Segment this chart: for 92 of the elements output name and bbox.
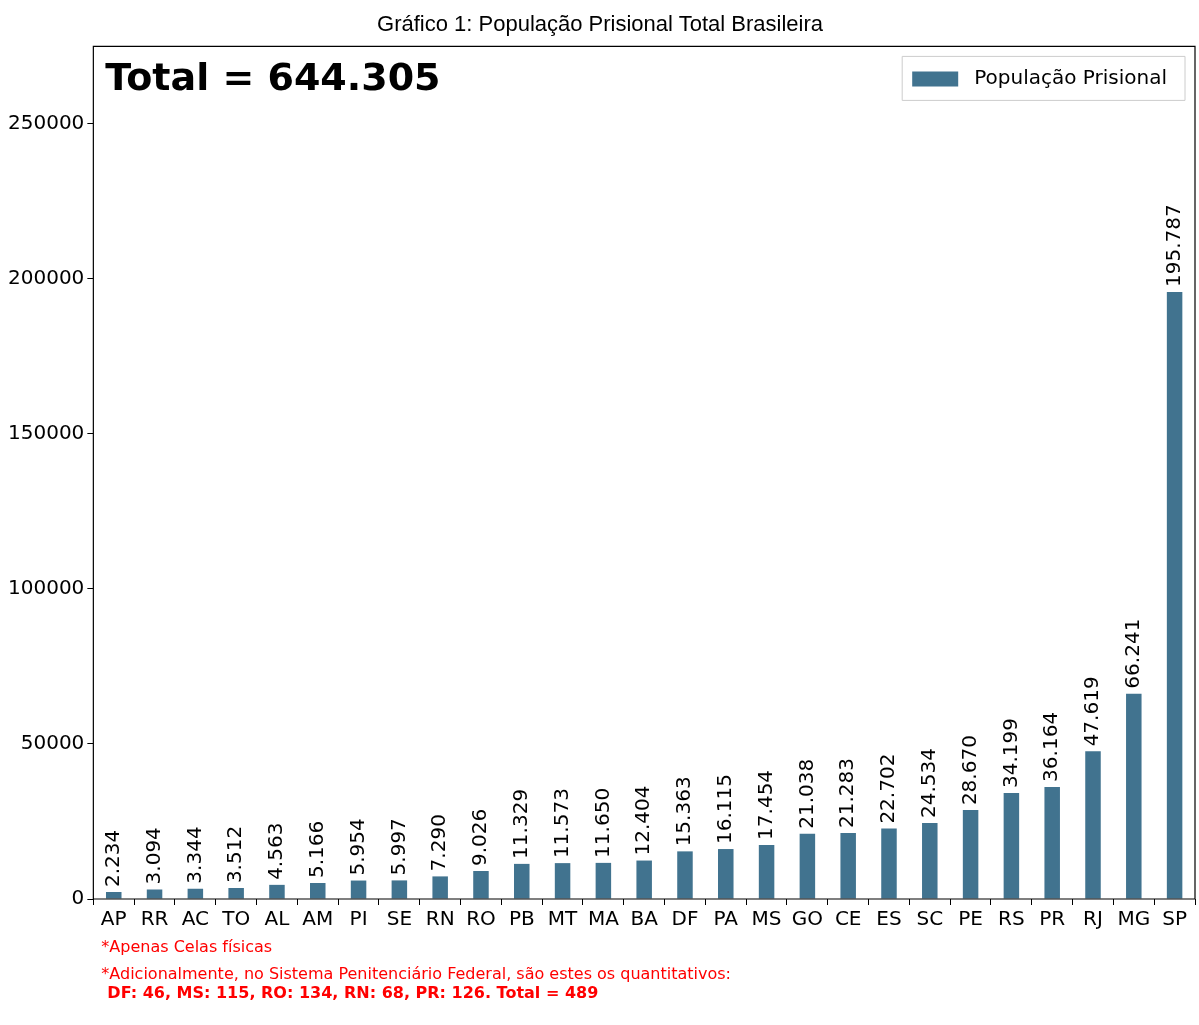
data-label: 3.094 bbox=[140, 827, 165, 885]
text: DF: 46, MS: 115, RO: 134, RN: 68, PR: 126. Total = 489 bbox=[107, 983, 599, 1003]
legend-label: População Prisional bbox=[974, 64, 1168, 89]
bar bbox=[881, 828, 897, 899]
chart-title: Gráfico 1: População Prisional Total Brasileira bbox=[377, 11, 824, 37]
bar bbox=[1003, 792, 1020, 899]
data-label: 21.283 bbox=[834, 758, 859, 829]
x-tick-label: MT bbox=[547, 906, 579, 931]
data-label: 47.619 bbox=[1079, 676, 1104, 747]
bar bbox=[310, 882, 326, 899]
bar bbox=[799, 833, 816, 899]
bar bbox=[350, 880, 367, 899]
bar bbox=[228, 888, 244, 899]
data-label: 21.038 bbox=[793, 758, 818, 829]
data-label: 24.534 bbox=[915, 747, 940, 818]
data-label: 4.563 bbox=[263, 822, 288, 880]
data-label: 3.512 bbox=[222, 825, 247, 884]
x-tick-label: TO bbox=[221, 906, 251, 931]
data-label: 195.787 bbox=[1160, 204, 1185, 287]
bar bbox=[595, 862, 612, 899]
data-label: 2.234 bbox=[99, 829, 124, 888]
y-tick-label: 50000 bbox=[20, 730, 85, 755]
bar bbox=[391, 880, 408, 899]
x-tick-label: PA bbox=[713, 906, 739, 931]
x-tick-label: MG bbox=[1117, 906, 1151, 931]
x-tick-label: CE bbox=[834, 906, 862, 931]
bar bbox=[269, 884, 285, 899]
data-label: 15.363 bbox=[671, 776, 696, 847]
x-tick-label: BA bbox=[630, 906, 659, 931]
x-tick-label: SC bbox=[916, 906, 944, 931]
bar bbox=[1044, 786, 1060, 899]
bar bbox=[758, 844, 775, 899]
data-label: 5.166 bbox=[303, 820, 328, 878]
bar bbox=[106, 892, 122, 899]
x-tick-label: GO bbox=[791, 906, 824, 931]
data-label: 11.650 bbox=[589, 787, 614, 858]
x-tick-label: RO bbox=[466, 906, 496, 931]
y-tick-label: 250000 bbox=[7, 110, 85, 135]
bar bbox=[514, 863, 530, 899]
bar bbox=[554, 863, 571, 899]
data-label: 36.164 bbox=[1038, 711, 1063, 782]
y-tick-label: 150000 bbox=[7, 420, 85, 445]
bar bbox=[432, 876, 448, 899]
x-tick-label: PR bbox=[1039, 906, 1066, 931]
annotation: Total = 644.305 bbox=[105, 55, 441, 100]
x-tick-label: RN bbox=[425, 906, 455, 931]
data-label: 17.454 bbox=[752, 769, 777, 840]
bar bbox=[718, 849, 734, 899]
bar bbox=[1166, 291, 1183, 899]
data-label: 11.573 bbox=[548, 788, 573, 859]
data-label: 12.404 bbox=[630, 785, 655, 856]
bar bbox=[473, 871, 489, 899]
bar bbox=[962, 810, 979, 899]
x-tick-label: AM bbox=[302, 906, 334, 931]
data-label: 66.241 bbox=[1120, 618, 1144, 689]
x-tick-label: MA bbox=[587, 906, 620, 931]
x-tick-label: AC bbox=[181, 906, 209, 931]
x-tick-label: PE bbox=[958, 906, 983, 931]
data-label: 16.115 bbox=[711, 774, 736, 845]
x-tick-label: RJ bbox=[1083, 906, 1103, 931]
x-tick-label: ES bbox=[876, 906, 902, 931]
x-tick-label: SE bbox=[386, 906, 413, 931]
y-tick-label: 0 bbox=[71, 885, 85, 910]
text: *Apenas Celas físicas bbox=[101, 937, 273, 957]
y-tick-label: 100000 bbox=[7, 575, 85, 600]
bar bbox=[840, 833, 856, 899]
data-label: 22.702 bbox=[875, 753, 900, 824]
x-tick-label: MS bbox=[751, 906, 782, 931]
x-tick-label: AL bbox=[264, 906, 291, 931]
data-label: 7.290 bbox=[426, 814, 451, 872]
x-tick-label: SP bbox=[1162, 906, 1187, 931]
data-label: 28.670 bbox=[956, 735, 981, 806]
x-tick-label: AP bbox=[100, 906, 127, 931]
data-label: 5.997 bbox=[385, 818, 410, 876]
text: *Adicionalmente, no Sistema Penitenciário Federal, são estes os quantitativos: bbox=[101, 964, 732, 984]
bar bbox=[146, 889, 163, 899]
x-tick-label: RS bbox=[998, 906, 1025, 931]
bar bbox=[922, 822, 938, 899]
data-label: 3.344 bbox=[181, 826, 206, 884]
x-tick-label: RR bbox=[140, 906, 169, 931]
data-label: 9.026 bbox=[467, 808, 492, 867]
x-tick-label: PB bbox=[508, 906, 535, 931]
data-label: 11.329 bbox=[507, 788, 532, 859]
data-label: 5.954 bbox=[344, 818, 369, 876]
y-tick-label: 200000 bbox=[7, 265, 85, 290]
x-tick-label: PI bbox=[349, 906, 368, 931]
data-label: 34.199 bbox=[997, 717, 1022, 788]
x-tick-label: DF bbox=[671, 906, 699, 931]
bar bbox=[677, 851, 693, 899]
bar bbox=[636, 860, 652, 899]
bar bbox=[1085, 751, 1101, 899]
bar bbox=[1126, 693, 1142, 899]
